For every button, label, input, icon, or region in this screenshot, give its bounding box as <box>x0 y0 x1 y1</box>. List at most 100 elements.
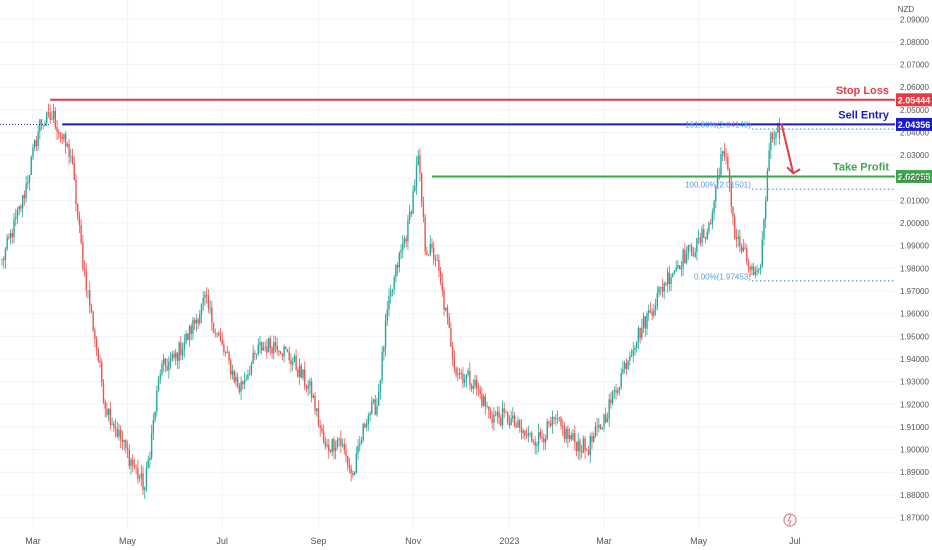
candle-body <box>510 418 512 426</box>
candle-body <box>512 415 514 419</box>
candle-body <box>176 352 179 361</box>
candle-body <box>445 307 447 310</box>
candle-body <box>3 258 5 261</box>
candle-body <box>266 346 268 353</box>
time-axis[interactable]: Mar May Jul Sep Nov 2023 Mar May Jul <box>25 536 800 546</box>
candle-body <box>107 409 110 415</box>
price-tick-label: 1.89000 <box>900 468 929 477</box>
candle-body <box>771 133 774 139</box>
candle-body <box>615 390 617 393</box>
candle-body <box>746 248 748 262</box>
candle-body <box>123 439 125 442</box>
level-label: Take Profit <box>833 162 889 174</box>
candle-body <box>166 366 168 371</box>
candle-body <box>451 346 454 358</box>
candle-body <box>548 421 550 424</box>
candle-body <box>725 156 727 157</box>
price-axis[interactable]: 2.09000 2.08000 2.07000 2.06000 2.05000 2.040… <box>900 15 929 522</box>
candle-body <box>474 379 476 387</box>
candle-body <box>592 435 595 443</box>
candle-body <box>532 440 535 442</box>
price-tick-label: 2.02000 <box>900 174 929 183</box>
level-price-label: 2.02055 <box>898 172 931 182</box>
candle-body <box>343 444 345 451</box>
candle-body <box>682 249 684 268</box>
candle-body <box>486 406 488 408</box>
candle-body <box>27 182 29 184</box>
candle-body <box>711 212 714 224</box>
candle-body <box>305 386 308 389</box>
candle-body <box>458 372 461 375</box>
candle-body <box>721 151 724 155</box>
candle-body <box>322 431 325 443</box>
candle-body <box>439 270 442 282</box>
candle-body <box>290 360 292 365</box>
candle-body <box>359 444 361 447</box>
candle-body <box>224 351 227 354</box>
candle-body <box>171 353 173 359</box>
candle-body <box>218 332 220 336</box>
fib-label: 100.00%(2.01501) <box>685 181 751 190</box>
time-tick-label: Sep <box>310 536 326 546</box>
candle-body <box>324 442 327 447</box>
candle-body <box>603 414 605 428</box>
candle-body <box>599 424 602 430</box>
candle-body <box>20 206 22 209</box>
candle-body <box>264 346 266 348</box>
candle-body <box>28 174 31 183</box>
candle-body <box>262 347 265 351</box>
candle-body <box>611 390 614 404</box>
candle-body <box>140 473 143 479</box>
candle-body <box>49 112 51 120</box>
candle-body <box>52 110 55 119</box>
candle-body <box>580 451 583 453</box>
candle-body <box>113 423 115 428</box>
candle-body <box>572 433 574 440</box>
candle-body <box>243 380 246 385</box>
candle-body <box>161 363 163 375</box>
candle-body <box>627 360 629 369</box>
fib-label: 0.00%(1.97453) <box>694 272 751 281</box>
candle-body <box>424 217 426 252</box>
candle-body <box>291 362 294 365</box>
candle-body <box>154 411 156 420</box>
candle-body <box>15 217 17 219</box>
candle-body <box>402 243 404 251</box>
candle-body <box>414 186 416 191</box>
candle-body <box>144 487 146 491</box>
candle-body <box>274 342 277 346</box>
candle-body <box>637 327 640 342</box>
candle-body <box>242 381 244 385</box>
candle-body <box>749 266 751 270</box>
candle-body <box>556 418 559 420</box>
candle-body <box>505 412 507 413</box>
candle-body <box>517 420 519 428</box>
candle-body <box>240 381 242 392</box>
candle-body <box>758 269 760 271</box>
candle-body <box>666 272 669 285</box>
candle-body <box>13 218 15 237</box>
level-price-label: 2.04356 <box>898 120 931 130</box>
candle-body <box>383 347 385 352</box>
candle-body <box>673 270 676 275</box>
candle-body <box>207 295 210 308</box>
candle-body <box>484 396 487 407</box>
candle-body <box>685 253 688 264</box>
candle-body <box>398 252 401 268</box>
candle-body <box>393 277 395 290</box>
candle-body <box>431 244 433 248</box>
candle-body <box>691 245 693 256</box>
candle-body <box>83 268 86 271</box>
candle-body <box>506 412 509 423</box>
candle-body <box>281 354 284 357</box>
candle-body <box>500 418 502 426</box>
candle-body <box>87 290 89 292</box>
candle-body <box>534 441 536 446</box>
candle-body <box>102 382 105 402</box>
candle-body <box>101 362 103 383</box>
candle-body <box>231 370 234 375</box>
candle-body <box>364 423 366 428</box>
candle-body <box>737 236 739 239</box>
